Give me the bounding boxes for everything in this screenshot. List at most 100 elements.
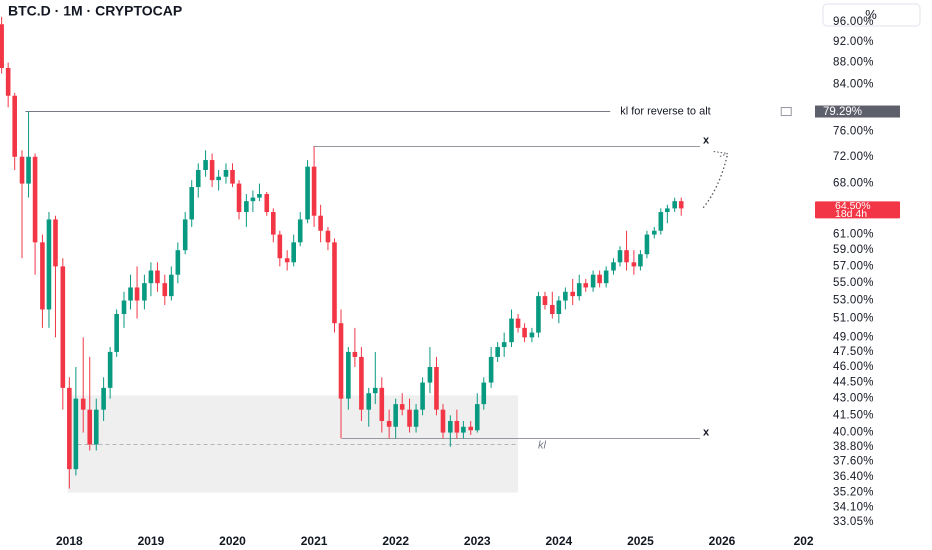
x-tick-label: 2021 (301, 534, 328, 548)
candle-body (631, 262, 637, 267)
candle-body (495, 347, 500, 357)
candle-body (448, 420, 453, 433)
candle-body (556, 300, 562, 315)
y-tick-label: 43.00% (833, 393, 874, 405)
candle-body (536, 296, 541, 333)
candle-body (162, 283, 168, 297)
x-tick-label: 2022 (382, 534, 409, 548)
candle-body (189, 187, 195, 220)
candle-body (134, 287, 140, 301)
scale-button[interactable] (822, 3, 921, 27)
y-tick-label: 40.00% (833, 427, 874, 439)
candle-body (169, 274, 174, 297)
candle-body (305, 166, 310, 220)
candle-body (420, 382, 425, 410)
candle-body (73, 398, 79, 470)
x-tick-label: 2023 (464, 534, 491, 548)
plot-area: x x kl kl for reverse to alt 79.29% (0, 16, 900, 493)
y-tick-label: 38.80% (833, 441, 874, 453)
candle-body (658, 212, 664, 231)
candle-body (332, 242, 337, 324)
candle-body (672, 201, 677, 209)
candle-body (454, 420, 460, 433)
candle-body (678, 201, 684, 209)
y-tick-label: 49.00% (833, 331, 874, 343)
candle-body (488, 356, 494, 383)
candle-body (481, 382, 487, 405)
candle-body (203, 160, 208, 170)
candle-body (270, 212, 276, 235)
candle-body (195, 169, 201, 188)
candle-body (40, 242, 45, 310)
candle-body (440, 409, 446, 433)
y-tick-label: 68.00% (833, 178, 874, 190)
candle-body (46, 219, 52, 310)
y-tick-label: 59.00% (833, 244, 874, 256)
candle-body (277, 234, 283, 259)
candle-body (53, 219, 58, 267)
candle-body (128, 287, 133, 301)
x-tick-label: 2018 (56, 534, 83, 548)
y-tick-label: 44.50% (833, 377, 874, 389)
x-tick-label: 202 (794, 534, 814, 548)
candle-body (318, 215, 323, 231)
y-tick-label: 88.00% (833, 57, 874, 69)
line-marker: x (703, 426, 710, 438)
candle-body (182, 219, 188, 251)
candle-body (155, 270, 160, 284)
y-tick-label: 84.00% (833, 78, 874, 90)
candle-body (148, 270, 154, 284)
line-marker: x (703, 134, 710, 146)
candle-body (5, 67, 11, 96)
candle-body (223, 169, 229, 177)
candle-body (311, 166, 317, 216)
candle-body (32, 156, 38, 243)
candle-body (325, 230, 331, 243)
scale-button-label[interactable]: % (865, 7, 877, 22)
candle-body (529, 332, 535, 338)
candle-body (175, 250, 181, 275)
candle-body (611, 262, 616, 271)
candle-body (407, 409, 412, 427)
candle-body (101, 387, 106, 410)
candle-body (284, 258, 290, 263)
candle-body (114, 314, 119, 352)
candle-body (26, 156, 31, 184)
candle-body (617, 250, 623, 263)
y-tick-label: 76.00% (833, 125, 874, 137)
x-tick-label: 2019 (138, 534, 165, 548)
y-tick-label: 37.60% (833, 456, 874, 468)
candle-body (80, 398, 86, 410)
candle-body (346, 351, 351, 399)
candle-body (236, 183, 242, 213)
candle-body (474, 404, 480, 431)
candle-body (0, 24, 4, 68)
candle-body (352, 351, 358, 357)
y-tick-label: 41.50% (833, 409, 874, 421)
y-tick-label: 34.10% (833, 501, 874, 513)
candle-body (366, 393, 372, 410)
candle-body (638, 254, 643, 267)
candle-body (291, 242, 296, 263)
y-tick-label: 53.00% (833, 295, 874, 307)
y-tick-label: 33.05% (833, 516, 874, 528)
y-tick-label: 51.00% (833, 313, 874, 325)
candle-body (19, 156, 25, 184)
level-tag-label: 79.29% (823, 106, 862, 118)
x-tick-label: 2024 (545, 534, 572, 548)
y-tick-label: 35.20% (833, 487, 874, 499)
y-tick-label: 61.00% (833, 229, 874, 241)
candle-body (644, 234, 650, 255)
candle-body (264, 194, 270, 213)
y-tick-label: 36.40% (833, 471, 874, 483)
candle-body (379, 387, 385, 421)
candle-body (359, 356, 364, 410)
level-tag (815, 105, 900, 118)
candle-body (651, 230, 657, 235)
candle-body (372, 387, 378, 394)
projection (702, 153, 729, 209)
candle-body (121, 300, 127, 315)
y-tick-label: 47.50% (833, 346, 874, 358)
candle-body (393, 404, 398, 427)
